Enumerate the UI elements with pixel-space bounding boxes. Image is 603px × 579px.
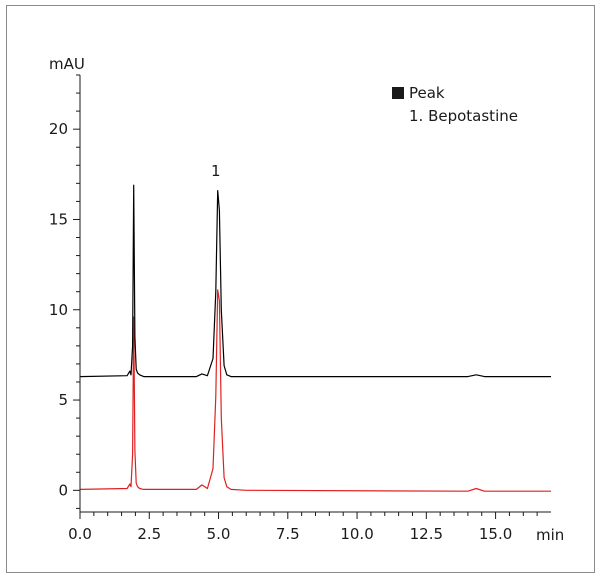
legend-title: Peak (409, 84, 445, 102)
y-tick-label: 5 (58, 391, 68, 409)
x-tick-label: 2.5 (137, 525, 161, 543)
axes-layer (79, 75, 551, 513)
figure-frame (6, 5, 595, 573)
x-tick-label: 10.0 (340, 525, 373, 543)
series-line-black (79, 184, 551, 378)
x-axis-label: min (536, 526, 564, 544)
x-tick-label: 7.5 (276, 525, 300, 543)
annotation-layer: 1 (211, 162, 221, 180)
x-tick-label: 5.0 (207, 525, 231, 543)
peak-label: 1 (211, 162, 221, 180)
ticks-layer: 0 5 10 15 20 0.0 2.5 5.0 7.5 10.0 12.5 15.0 (49, 74, 538, 543)
legend-entry: 1. Bepotastine (409, 107, 518, 125)
x-tick-label: 0.0 (68, 525, 92, 543)
legend-square-icon (392, 87, 404, 99)
y-axis-label: mAU (49, 55, 85, 73)
y-tick-label: 0 (58, 481, 68, 499)
series-line-red (79, 289, 551, 492)
y-tick-label: 10 (49, 301, 68, 319)
legend: Peak 1. Bepotastine (392, 84, 518, 125)
y-tick-label: 15 (49, 210, 68, 228)
x-tick-label: 15.0 (479, 525, 512, 543)
series-layer (79, 184, 551, 492)
x-tick-label: 12.5 (410, 525, 443, 543)
y-tick-label: 20 (49, 120, 68, 138)
